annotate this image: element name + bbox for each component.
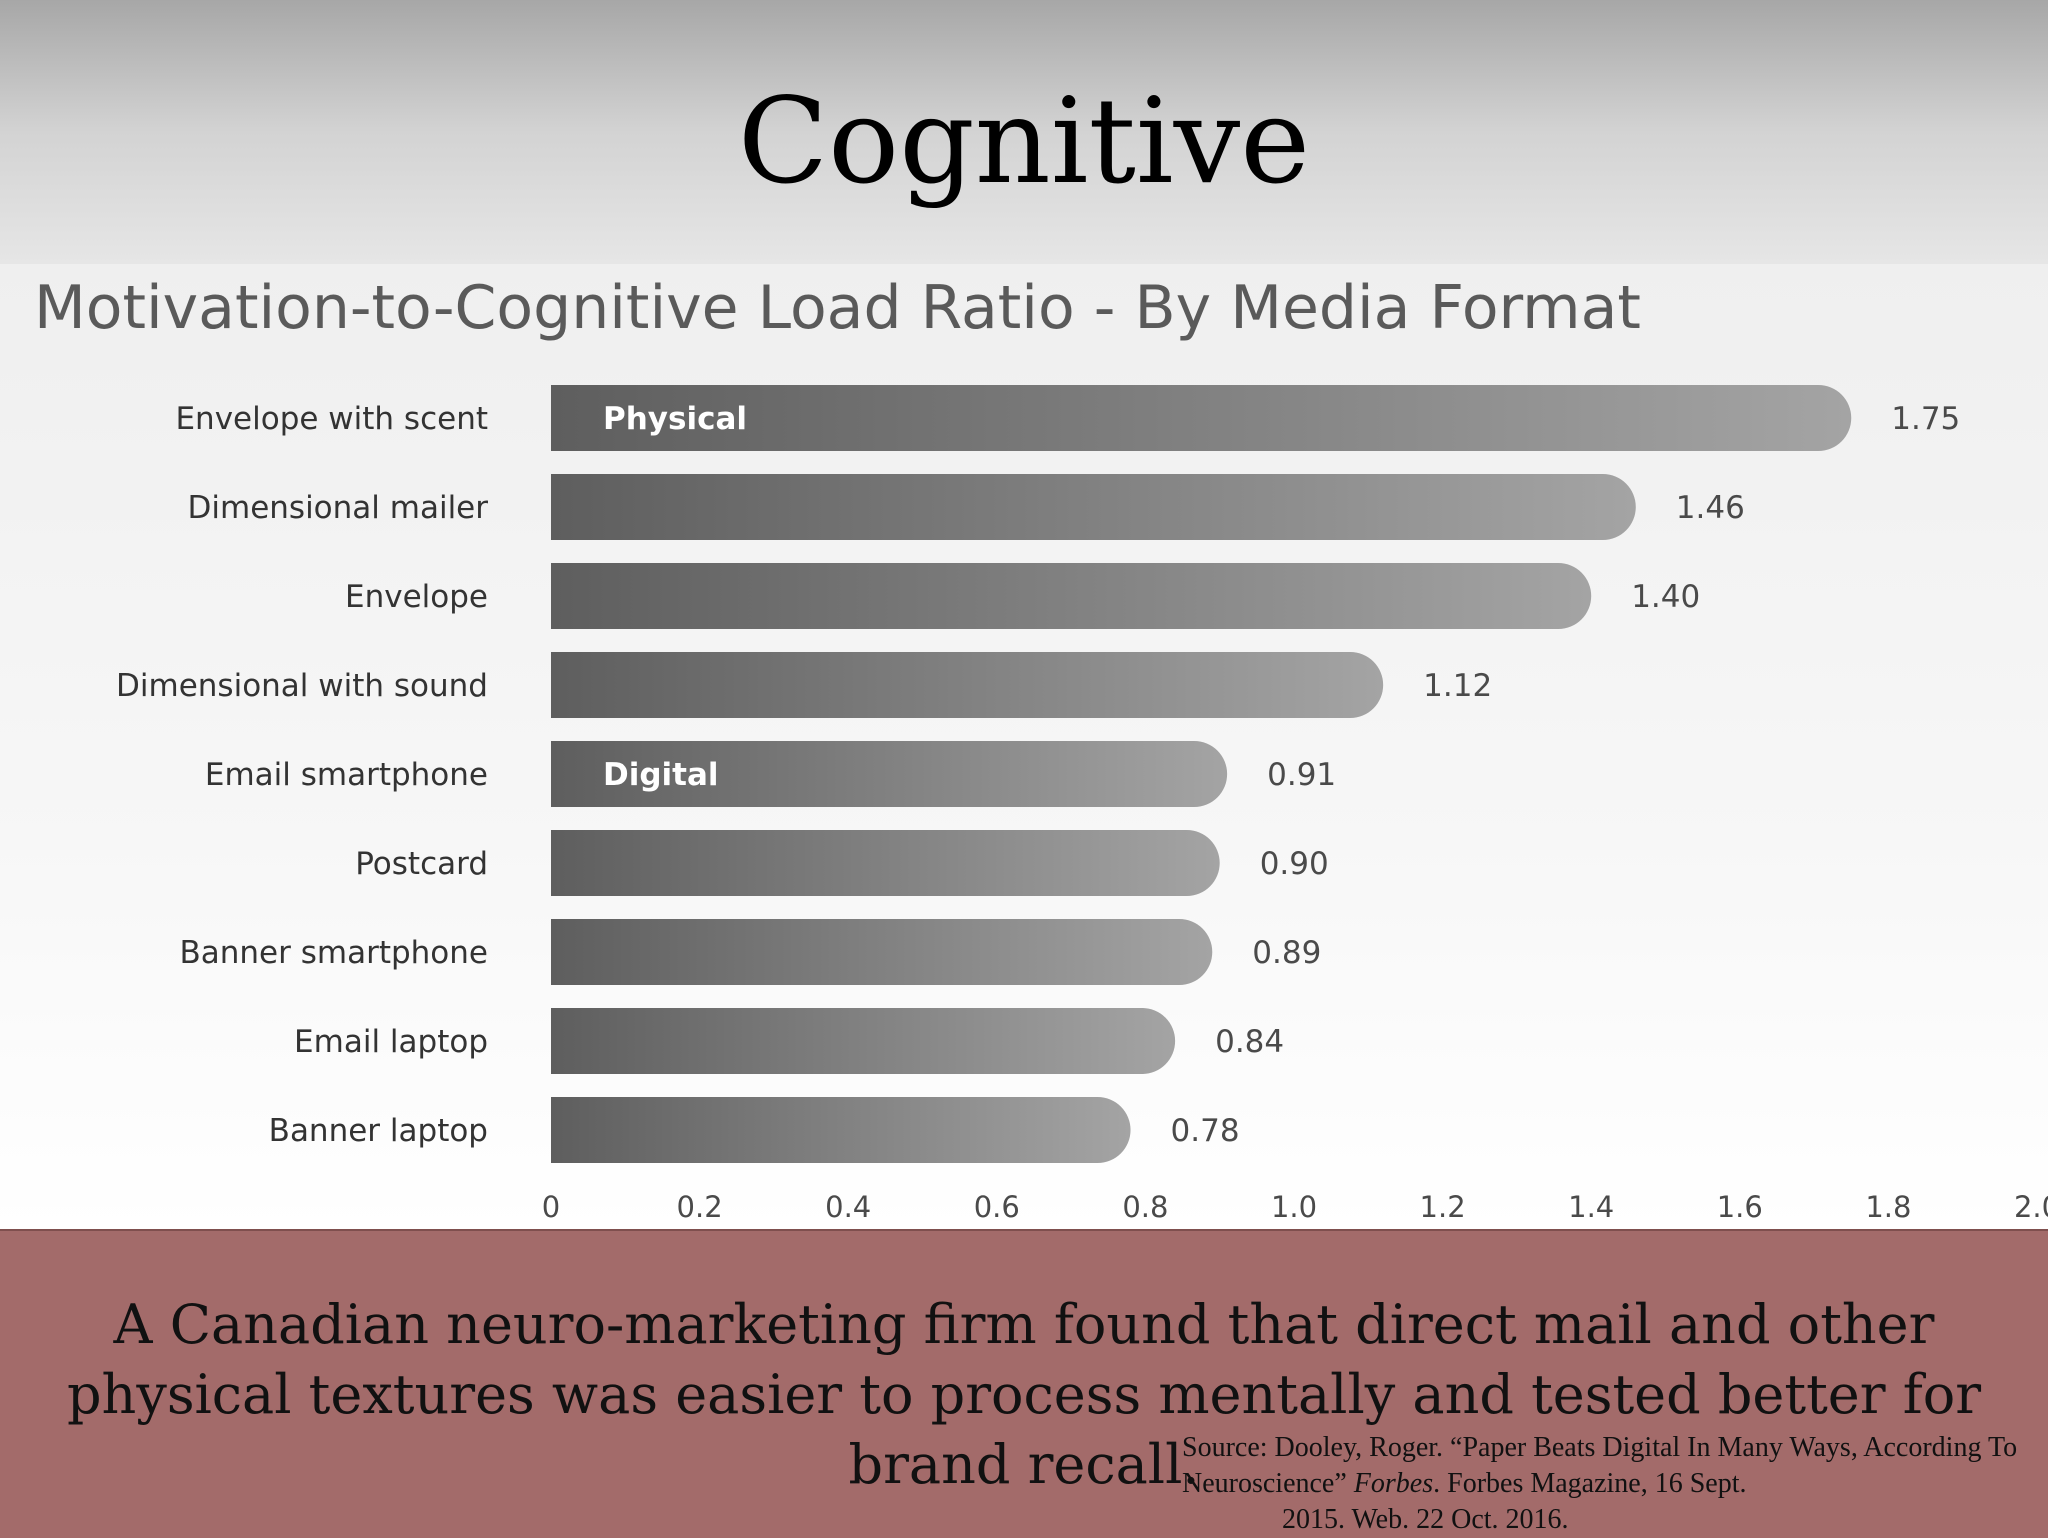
slide-title: Cognitive: [737, 72, 1311, 210]
x-tick-label: 0.6: [974, 1190, 1020, 1224]
bar: [551, 919, 1213, 985]
slide-header: [0, 0, 2048, 264]
bar: [551, 1097, 1131, 1163]
value-label: 1.12: [1423, 668, 1492, 704]
category-label: Email smartphone: [205, 757, 488, 793]
category-label: Dimensional with sound: [116, 668, 488, 704]
category-label: Postcard: [355, 846, 488, 882]
x-tick-label: 0: [542, 1190, 560, 1224]
source-line3-prefix: . Forbes Magazine, 16 Sept.: [1433, 1468, 1747, 1499]
bar-annotation: Physical: [603, 401, 747, 437]
value-label: 0.84: [1215, 1024, 1284, 1060]
bar: [551, 652, 1384, 718]
source-publication: Forbes: [1353, 1468, 1434, 1499]
bar: [551, 385, 1852, 451]
category-label: Email laptop: [294, 1024, 488, 1060]
x-tick-label: 1.8: [1865, 1190, 1911, 1224]
bar: [551, 474, 1636, 540]
bar-chart: Envelope with scent 1.75 Dimensional maile…: [116, 385, 2048, 1224]
source-date-line: 2015. Web. 22 Oct. 2016.: [1282, 1504, 1569, 1535]
bar: [551, 563, 1592, 629]
x-tick-label: 1.0: [1271, 1190, 1317, 1224]
value-label: 0.78: [1171, 1113, 1240, 1149]
x-tick-label: 2.0: [2014, 1190, 2048, 1224]
slide-footer: [0, 1229, 2048, 1538]
category-label: Envelope: [345, 579, 488, 615]
value-label: 0.90: [1260, 846, 1329, 882]
chart-title: Motivation-to-Cognitive Load Ratio - By …: [34, 273, 1641, 343]
category-label: Banner smartphone: [180, 935, 489, 971]
category-label: Envelope with scent: [175, 401, 488, 437]
statement-text: A Canadian neuro-marketing firm found th…: [66, 1293, 1982, 1496]
bar: [551, 1008, 1176, 1074]
value-label: 0.91: [1267, 757, 1336, 793]
x-tick-label: 1.4: [1568, 1190, 1614, 1224]
bar: [551, 830, 1220, 896]
source-prefix: Source: Dooley, Roger. “Paper Beats Digi…: [1182, 1432, 2018, 1499]
bar-annotation: Digital: [603, 757, 719, 793]
bar: [551, 741, 1228, 807]
value-label: 0.89: [1252, 935, 1321, 971]
category-label: Banner laptop: [269, 1113, 488, 1149]
x-tick-label: 0.2: [677, 1190, 723, 1224]
category-label: Dimensional mailer: [188, 490, 489, 526]
value-label: 1.75: [1891, 401, 1960, 437]
x-tick-label: 1.2: [1420, 1190, 1466, 1224]
x-tick-label: 0.4: [825, 1190, 871, 1224]
x-tick-label: 0.8: [1122, 1190, 1168, 1224]
x-tick-label: 1.6: [1717, 1190, 1763, 1224]
value-label: 1.40: [1631, 579, 1700, 615]
source-citation: Source: Dooley, Roger. “Paper Beats Digi…: [1182, 1430, 2022, 1538]
value-label: 1.46: [1676, 490, 1745, 526]
